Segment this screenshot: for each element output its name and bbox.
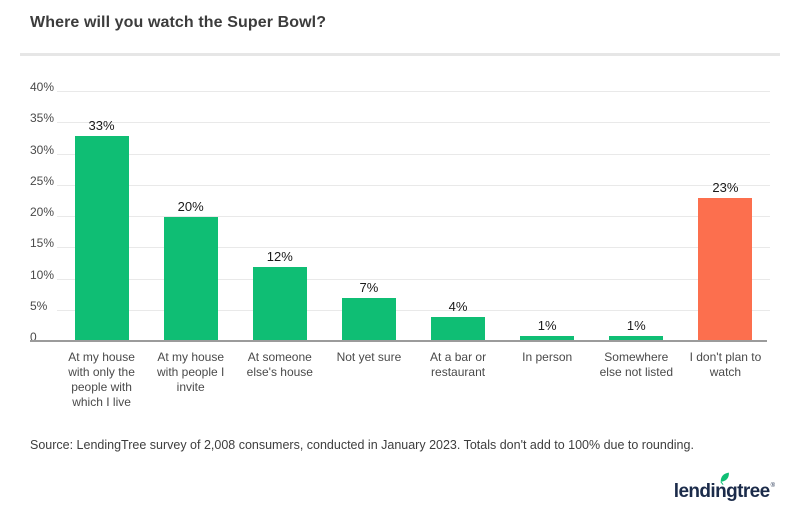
y-tick-label: 40% bbox=[30, 80, 55, 94]
bar-value-label: 1% bbox=[626, 317, 646, 333]
x-axis-line bbox=[30, 340, 767, 342]
bar-slot: 1% bbox=[503, 92, 592, 342]
bar bbox=[74, 135, 129, 342]
bar bbox=[252, 267, 307, 342]
x-category-label: In person bbox=[522, 350, 573, 364]
source-note: Source: LendingTree survey of 2,008 cons… bbox=[30, 438, 694, 452]
plot-area: 33% 20% 12% 7% 4% 1% 1% 23% bbox=[57, 91, 770, 342]
bar-slot: 33% bbox=[57, 92, 146, 342]
leaf-icon bbox=[720, 472, 729, 485]
logo-text: lendingtree bbox=[673, 481, 770, 502]
y-tick-label: 15% bbox=[30, 236, 55, 251]
bar-slot: 20% bbox=[146, 92, 235, 342]
y-tick-label: 30% bbox=[30, 142, 55, 157]
gridline bbox=[57, 91, 770, 92]
y-tick-label: 20% bbox=[30, 205, 55, 219]
bars: 33% 20% 12% 7% 4% 1% 1% 23% bbox=[57, 92, 770, 342]
x-category-label: Not yet sure bbox=[336, 350, 402, 364]
gridline bbox=[57, 122, 770, 124]
chart-title: Where will you watch the Super Bowl? bbox=[30, 14, 327, 31]
y-tick-label: 35% bbox=[30, 111, 55, 126]
bar-slot: 23% bbox=[681, 92, 770, 342]
gridline bbox=[57, 153, 770, 155]
bar-value-label: 1% bbox=[537, 317, 557, 333]
bar bbox=[609, 335, 664, 342]
bar bbox=[431, 317, 486, 342]
y-tick-label: 5% bbox=[30, 298, 48, 313]
x-category-label: At a bar or restaurant bbox=[430, 350, 487, 379]
bar-value-label: 7% bbox=[359, 280, 379, 296]
bar-value-label: 20% bbox=[177, 199, 204, 214]
x-category-label: I don't plan to watch bbox=[689, 350, 762, 379]
x-category-label: At my house with only the people with wh… bbox=[68, 350, 135, 409]
bar bbox=[698, 198, 753, 342]
x-category-label: At someone else's house bbox=[246, 350, 313, 379]
bar-value-label: 4% bbox=[448, 299, 468, 314]
gridline bbox=[57, 184, 770, 186]
bar-value-label: 12% bbox=[266, 249, 293, 264]
title-divider bbox=[20, 53, 780, 56]
x-axis-labels: At my house with only the people with wh… bbox=[57, 350, 770, 410]
bar-value-label: 23% bbox=[712, 180, 739, 196]
lendingtree-logo: lendingtree® bbox=[673, 472, 775, 502]
logo-trademark: ® bbox=[770, 483, 775, 489]
gridline bbox=[57, 216, 770, 217]
y-tick-label: 10% bbox=[30, 267, 55, 282]
x-category-label: At my house with people I invite bbox=[156, 350, 225, 394]
y-tick-label: 0 bbox=[30, 330, 37, 344]
bar-slot: 1% bbox=[592, 92, 681, 342]
x-category-label: Somewhere else not listed bbox=[599, 350, 673, 379]
bar bbox=[163, 217, 218, 342]
bar-slot: 12% bbox=[235, 92, 324, 342]
gridline bbox=[57, 278, 770, 280]
y-tick-label: 25% bbox=[30, 173, 55, 188]
bar bbox=[341, 298, 396, 342]
bar-value-label: 33% bbox=[88, 117, 115, 133]
bar bbox=[520, 335, 575, 342]
gridline bbox=[57, 309, 770, 311]
gridlines bbox=[57, 91, 770, 342]
gridline bbox=[57, 247, 770, 249]
bar-slot: 7% bbox=[324, 92, 413, 342]
bar-slot: 4% bbox=[414, 92, 503, 342]
y-axis-labels: 0 5% 10% 15% 20% 25% 30% 35% 40% bbox=[30, 80, 57, 344]
